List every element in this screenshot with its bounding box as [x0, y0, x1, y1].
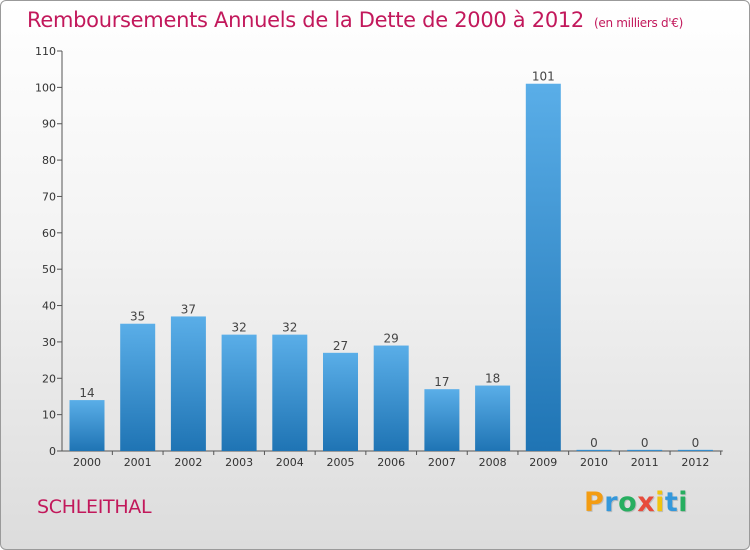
x-tick-label: 2007: [428, 456, 456, 469]
bar-2007: [424, 389, 460, 451]
value-label: 101: [532, 70, 555, 84]
y-tick-label: 100: [35, 81, 56, 94]
bar-2005: [323, 352, 358, 451]
logo-letter: P: [584, 487, 605, 518]
logo-letter: r: [604, 487, 619, 518]
x-tick-label: 2001: [124, 456, 152, 469]
y-tick-label: 20: [42, 372, 56, 385]
bars: [69, 83, 713, 452]
bar-2002: [170, 316, 206, 451]
logo-letter: x: [637, 487, 656, 518]
x-tick-label: 2002: [174, 456, 202, 469]
value-label: 27: [333, 339, 348, 353]
bar-2008: [475, 385, 511, 451]
value-label: 32: [282, 321, 297, 335]
bar-2004: [272, 334, 308, 451]
value-label: 0: [641, 436, 649, 450]
x-tick-label: 2008: [479, 456, 507, 469]
y-tick-label: 50: [42, 263, 56, 276]
value-label: 35: [130, 310, 145, 324]
value-label: 37: [181, 302, 196, 316]
value-label: 0: [590, 436, 598, 450]
y-tick-label: 0: [49, 445, 56, 458]
labels: 2000 14 2001 35 2002 37 2003 32 2004 32 2005 27 2006…: [73, 70, 709, 469]
logo-letter: o: [618, 487, 638, 518]
chart-title-text: Remboursements Annuels de la Dette de 20…: [27, 8, 584, 32]
y-tick-label: 30: [42, 336, 56, 349]
proxiti-logo[interactable]: Proxiti: [584, 487, 688, 518]
value-label: 18: [485, 372, 500, 386]
y-tick-label: 80: [42, 154, 56, 167]
x-tick-label: 2011: [631, 456, 659, 469]
x-tick-label: 2009: [529, 456, 557, 469]
y-tick-label: 90: [42, 118, 56, 131]
value-label: 14: [79, 386, 94, 400]
value-label: 17: [434, 375, 449, 389]
value-label: 29: [384, 332, 399, 346]
x-tick-label: 2004: [276, 456, 304, 469]
x-tick-label: 2010: [580, 456, 608, 469]
y-tick-label: 70: [42, 190, 56, 203]
commune-name: SCHLEITHAL: [37, 496, 152, 518]
x-tick-label: 2000: [73, 456, 101, 469]
chart-unit: (en milliers d'€): [594, 16, 684, 30]
chart-title: Remboursements Annuels de la Dette de 20…: [27, 8, 683, 32]
x-tick-label: 2012: [681, 456, 709, 469]
logo-letter: i: [678, 487, 689, 518]
bar-2012: [677, 449, 713, 451]
x-tick-label: 2006: [377, 456, 405, 469]
bar-2009: [525, 83, 561, 452]
y-tick-label: 60: [42, 227, 56, 240]
x-tick-label: 2003: [225, 456, 253, 469]
bar-2010: [576, 449, 612, 451]
logo-letter: i: [655, 487, 665, 518]
bar-2011: [627, 449, 663, 451]
value-label: 0: [692, 436, 700, 450]
y-tick-label: 40: [42, 300, 56, 313]
bar-2006: [373, 345, 409, 451]
x-tick-label: 2005: [327, 456, 355, 469]
bar-2003: [221, 334, 257, 451]
bar-2000: [69, 400, 105, 451]
logo-letter: t: [664, 487, 679, 518]
y-tick-label: 110: [35, 45, 56, 58]
value-label: 32: [231, 321, 246, 335]
y-tick-label: 10: [42, 409, 56, 422]
bar-2001: [120, 323, 156, 451]
